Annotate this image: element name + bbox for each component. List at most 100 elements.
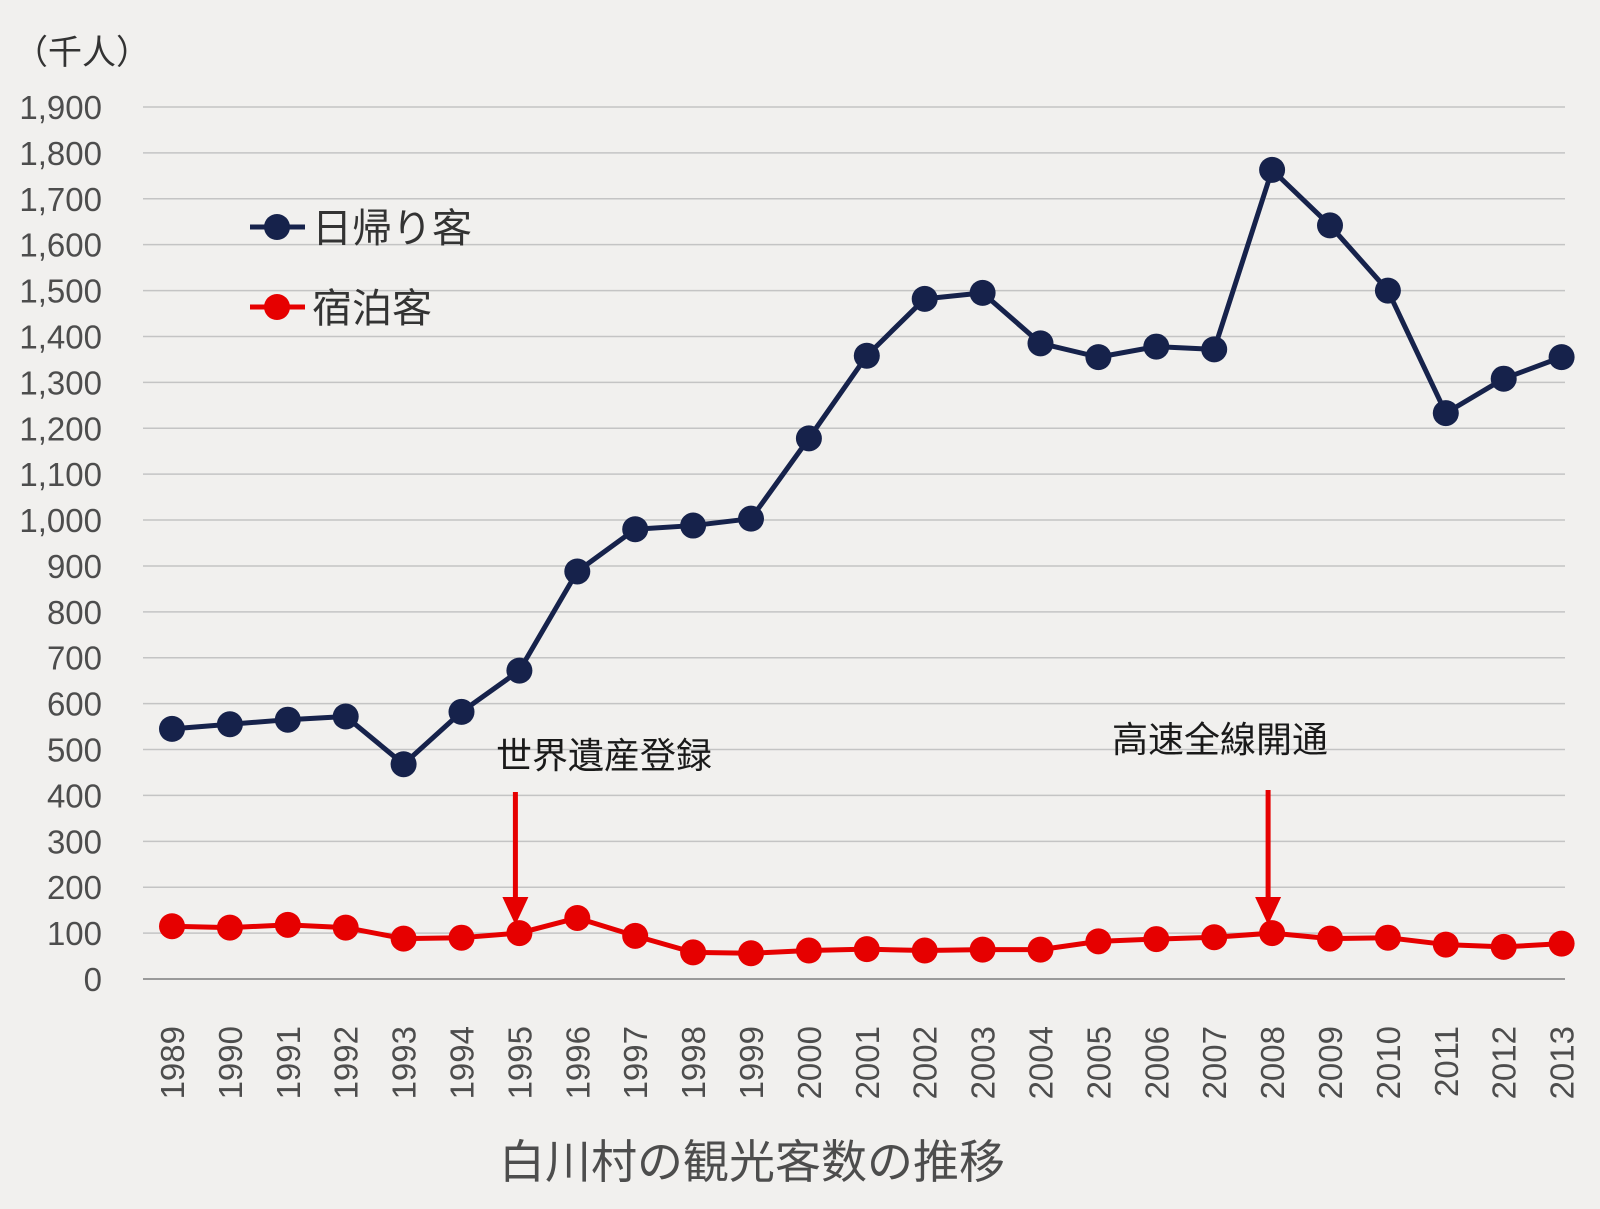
data-point bbox=[332, 703, 359, 730]
data-point bbox=[853, 342, 880, 369]
x-tick-label: 1989 bbox=[154, 1026, 191, 1099]
y-axis-ticks: 0 100 200 300 400 500 600 700 800 900 1,000 1,100 1,… bbox=[19, 89, 102, 998]
data-point bbox=[1548, 930, 1575, 957]
x-tick-label: 2002 bbox=[907, 1026, 944, 1099]
data-point bbox=[622, 922, 649, 949]
grid-lines bbox=[143, 106, 1565, 980]
data-point bbox=[1374, 277, 1401, 304]
data-point bbox=[448, 924, 475, 951]
data-point bbox=[448, 698, 475, 725]
y-tick-label: 1,300 bbox=[19, 364, 102, 401]
data-point bbox=[274, 706, 301, 733]
data-point bbox=[1432, 400, 1459, 427]
data-point bbox=[1201, 336, 1228, 363]
data-point bbox=[1317, 212, 1343, 239]
y-tick-label: 1,900 bbox=[19, 89, 102, 126]
legend-item: 日帰り客 bbox=[250, 206, 472, 252]
x-tick-label: 2011 bbox=[1428, 1026, 1465, 1097]
x-tick-label: 2009 bbox=[1312, 1026, 1349, 1099]
data-point bbox=[911, 285, 938, 312]
data-point bbox=[216, 711, 243, 738]
x-tick-label: 1999 bbox=[733, 1026, 770, 1099]
data-point bbox=[216, 914, 243, 941]
data-point bbox=[1143, 926, 1170, 953]
y-tick-label: 1,200 bbox=[19, 410, 102, 447]
data-point bbox=[506, 657, 533, 684]
y-tick-label: 1,800 bbox=[19, 135, 102, 172]
series-1 bbox=[159, 156, 1575, 778]
x-tick-label: 2013 bbox=[1544, 1026, 1581, 1099]
y-tick-label: 800 bbox=[47, 594, 102, 631]
series-line bbox=[171, 167, 1563, 767]
data-point bbox=[274, 911, 301, 938]
x-tick-label: 2008 bbox=[1254, 1026, 1291, 1099]
x-tick-label: 2003 bbox=[965, 1026, 1002, 1099]
x-tick-label: 2007 bbox=[1196, 1026, 1233, 1099]
annotations: 世界遺産登録 高速全線開通 bbox=[496, 720, 1328, 925]
x-tick-label: 1995 bbox=[501, 1026, 538, 1099]
y-tick-label: 700 bbox=[47, 640, 102, 677]
y-tick-label: 0 bbox=[84, 961, 102, 998]
data-point bbox=[564, 558, 591, 585]
legend-label: 日帰り客 bbox=[312, 206, 472, 252]
x-tick-label: 2006 bbox=[1138, 1026, 1175, 1099]
data-point bbox=[564, 904, 591, 931]
x-tick-label: 2000 bbox=[791, 1026, 828, 1099]
y-axis-unit-label: （千人） bbox=[14, 33, 150, 73]
x-tick-label: 1990 bbox=[212, 1026, 249, 1099]
data-point bbox=[853, 936, 880, 963]
y-tick-label: 400 bbox=[47, 777, 102, 814]
data-point bbox=[1259, 920, 1286, 947]
data-point bbox=[1490, 933, 1517, 960]
x-tick-label: 1996 bbox=[559, 1026, 596, 1099]
y-tick-label: 100 bbox=[47, 915, 102, 952]
y-tick-label: 1,500 bbox=[19, 273, 102, 310]
data-point bbox=[1317, 925, 1343, 952]
data-point bbox=[390, 925, 417, 952]
data-point bbox=[680, 939, 707, 966]
data-point bbox=[1085, 344, 1112, 371]
x-tick-label: 2010 bbox=[1370, 1026, 1407, 1099]
data-point bbox=[795, 937, 822, 964]
y-tick-label: 1,100 bbox=[19, 456, 102, 493]
data-point bbox=[332, 914, 359, 941]
legend-label: 宿泊客 bbox=[312, 286, 432, 332]
data-point bbox=[1548, 344, 1575, 371]
data-point bbox=[1374, 924, 1401, 951]
data-point bbox=[1490, 365, 1517, 392]
data-point bbox=[1201, 924, 1228, 951]
y-tick-label: 500 bbox=[47, 732, 102, 769]
annotation-label: 世界遺産登録 bbox=[496, 736, 712, 777]
x-tick-label: 1993 bbox=[386, 1026, 423, 1099]
x-tick-label: 1994 bbox=[444, 1026, 481, 1099]
series-2 bbox=[159, 904, 1575, 967]
x-tick-label: 1997 bbox=[617, 1026, 654, 1099]
annotation-label: 高速全線開通 bbox=[1112, 720, 1328, 761]
x-tick-label: 2001 bbox=[849, 1026, 886, 1099]
data-point bbox=[1143, 333, 1170, 360]
x-tick-label: 1992 bbox=[328, 1026, 365, 1099]
data-point bbox=[159, 715, 185, 742]
data-point bbox=[738, 505, 764, 532]
annotation-arrow-head bbox=[1255, 897, 1282, 925]
series-lines bbox=[159, 156, 1575, 967]
y-tick-label: 300 bbox=[47, 823, 102, 860]
y-tick-label: 900 bbox=[47, 548, 102, 585]
x-tick-label: 1998 bbox=[675, 1026, 712, 1099]
data-point bbox=[159, 913, 185, 940]
data-point bbox=[795, 425, 822, 452]
annotation-arrow-head bbox=[502, 897, 529, 925]
x-tick-label: 2012 bbox=[1486, 1026, 1523, 1099]
y-tick-label: 1,000 bbox=[19, 502, 102, 539]
legend-item: 宿泊客 bbox=[250, 286, 432, 332]
x-tick-label: 2004 bbox=[1023, 1026, 1060, 1099]
data-point bbox=[1259, 156, 1286, 183]
data-point bbox=[911, 937, 938, 964]
x-tick-label: 1991 bbox=[270, 1026, 307, 1099]
y-tick-label: 1,700 bbox=[19, 181, 102, 218]
data-point bbox=[1432, 931, 1459, 958]
data-point bbox=[738, 940, 764, 967]
data-point bbox=[1027, 330, 1054, 357]
